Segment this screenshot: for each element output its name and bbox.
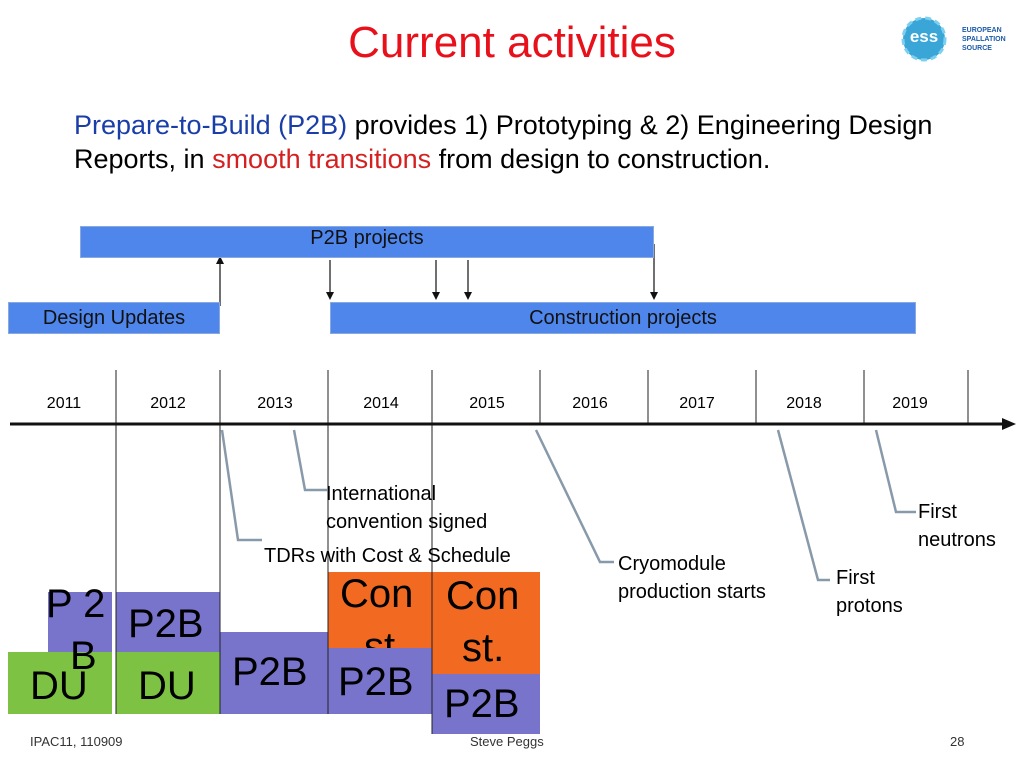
block-text-st-b: st. — [462, 626, 505, 670]
construction-projects-bar: Construction projects — [330, 302, 916, 334]
timeline-arrow-icon — [1002, 418, 1016, 430]
year-label: 2014 — [363, 395, 399, 412]
intro-text2: from design to construction. — [431, 144, 771, 174]
intro-paragraph: Prepare-to-Build (P2B) provides 1) Proto… — [74, 108, 974, 176]
block-text-p2b-d: P2B — [444, 682, 520, 726]
ess-logo-line1: EUROPEAN — [962, 27, 1002, 34]
ess-logo-text: EUROPEAN SPALLATION SOURCE — [962, 26, 1006, 53]
cryomodule-callout: Cryomodule production starts — [618, 550, 818, 606]
tdrs-callout: TDRs with Cost & Schedule — [264, 545, 511, 567]
first-neutrons-line2: neutrons — [918, 529, 996, 551]
p2b-name: Prepare-to-Build (P2B) — [74, 110, 348, 140]
year-label: 2016 — [572, 395, 608, 412]
year-label: 2012 — [150, 395, 186, 412]
purple-block-4 — [328, 648, 432, 714]
ess-logo-mark: ess — [909, 27, 939, 46]
first-protons-line2: protons — [836, 595, 903, 617]
block-text-b-fragment: B — [70, 634, 97, 678]
first-neutrons-callout: First neutrons — [918, 498, 1018, 554]
year-label: 2011 — [46, 395, 82, 412]
intro-text1: provides 1) Prototyping & 2) Engineering… — [74, 110, 933, 174]
footer-left: IPAC11, 110909 — [30, 734, 123, 749]
first-protons-callout: First protons — [836, 564, 936, 620]
purple-block-1 — [48, 592, 112, 652]
block-text-st-a: st — [364, 625, 396, 648]
block-text-p2b-b: P2B — [232, 650, 308, 694]
block-text-con-a: Con — [340, 572, 414, 616]
year-label: 2015 — [469, 395, 505, 412]
p2b-projects-bar: P2B projects — [80, 226, 654, 258]
year-label: 2018 — [786, 395, 822, 412]
orange-block-2 — [432, 572, 540, 674]
page-number: 28 — [950, 734, 965, 749]
international-convention-callout: International convention signed — [326, 480, 556, 536]
ess-logo-line3: SOURCE — [962, 45, 992, 52]
ess-logo: ess EUROPEAN SPALLATION SOURCE — [900, 14, 1010, 64]
footer-center: Steve Peggs — [470, 734, 544, 749]
cryo-line1: Cryomodule — [618, 553, 726, 575]
block-text-p2b-c: P2B — [338, 660, 414, 704]
purple-block-2 — [116, 592, 220, 652]
purple-block-5 — [432, 674, 540, 734]
green-block-2 — [116, 652, 220, 714]
construction-projects-label: Construction projects — [529, 307, 717, 329]
p2b-projects-label: P2B projects — [310, 227, 424, 249]
cryo-line2: production starts — [618, 581, 766, 603]
orange-block-1 — [328, 572, 432, 648]
ess-logo-line2: SPALLATION — [962, 36, 1006, 43]
design-updates-bar: Design Updates — [8, 302, 220, 334]
year-label: 2013 — [257, 395, 293, 412]
first-protons-line1: First — [836, 567, 875, 589]
block-text-con-b: Con — [446, 574, 520, 618]
block-text-p2-fragment: P 2 — [46, 582, 106, 626]
block-text-du-b: DU — [138, 664, 196, 708]
year-label: 2017 — [679, 395, 715, 412]
international-line2: convention signed — [326, 511, 488, 533]
green-block-1 — [8, 652, 112, 714]
purple-block-3 — [220, 632, 328, 714]
year-label: 2019 — [892, 395, 928, 412]
first-neutrons-line1: First — [918, 501, 957, 523]
international-line1: International — [326, 483, 437, 505]
block-text-p2b-a: P2B — [128, 602, 204, 646]
slide-title: Current activities — [348, 18, 676, 67]
design-updates-label: Design Updates — [42, 307, 186, 329]
ess-logo-mark-icon — [901, 16, 947, 62]
intro-highlight: smooth transitions — [212, 144, 432, 174]
block-text-du-a: DU — [30, 664, 88, 708]
